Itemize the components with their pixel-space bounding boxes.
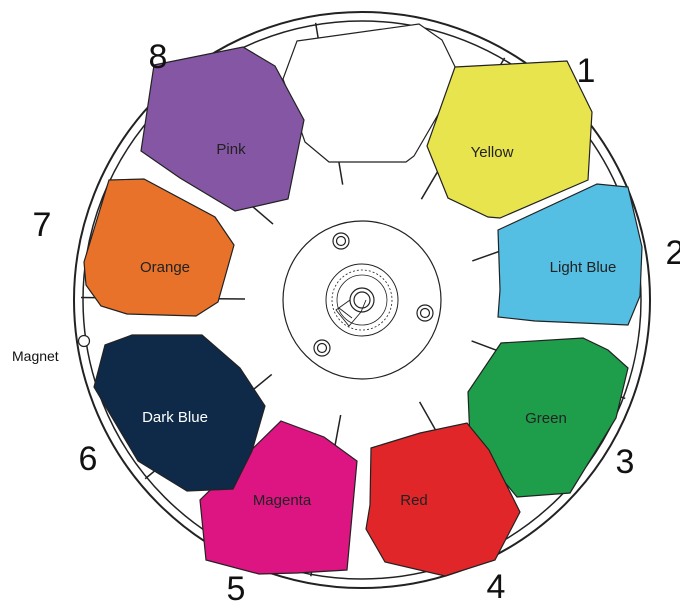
slot-8-number: 8 (149, 38, 168, 76)
slot-4-number: 4 (487, 568, 506, 606)
slot-7-number: 7 (33, 206, 52, 244)
color-slots: Yellow Light Blue Green Red Magenta Dark Blue… (83, 23, 643, 577)
slot-8-filter (140, 46, 305, 212)
slot-7-label: Orange (140, 259, 190, 276)
slot-5-label: Magenta (253, 492, 312, 509)
hub-axle-inner (353, 291, 371, 309)
magnet-marker (77, 334, 91, 348)
slot-1-filter (426, 60, 593, 219)
slot-numbers: 1 2 3 4 5 6 7 8 (33, 38, 680, 608)
hub-disc (325, 263, 399, 337)
screw-3-inner (316, 342, 328, 354)
slot-3-number: 3 (616, 443, 635, 481)
screw-1-outer (332, 232, 350, 250)
slot-5-filter (199, 420, 358, 575)
slot-4-filter (365, 422, 521, 577)
screw-1-inner (335, 235, 347, 247)
screw-2-inner (419, 307, 431, 319)
slot-3-label: Green (525, 410, 567, 427)
magnet-label: Magnet (12, 348, 59, 364)
slot-2-filter (497, 183, 643, 326)
hub-dashed-ring (331, 269, 393, 331)
slot-4-label: Red (400, 492, 428, 509)
slot-1-label: Yellow (471, 144, 514, 161)
center-hub (313, 232, 434, 357)
screw-2-outer (416, 304, 434, 322)
wheel-inner-rim (82, 20, 642, 580)
slot-5-number: 5 (227, 570, 246, 608)
slot-6-label: Dark Blue (142, 409, 208, 426)
hub-ring (282, 220, 442, 380)
hub-spokes (335, 299, 367, 327)
slot-6-filter (93, 334, 266, 492)
hub-inner-ring (336, 274, 388, 326)
screw-3-outer (313, 339, 331, 357)
slot-6-number: 6 (79, 440, 98, 478)
slot-2-label: Light Blue (550, 259, 617, 276)
slot-1-number: 1 (577, 52, 596, 90)
slot-8-label: Pink (216, 141, 246, 158)
slot-2-number: 2 (666, 234, 680, 272)
slot-7-filter (83, 178, 235, 317)
